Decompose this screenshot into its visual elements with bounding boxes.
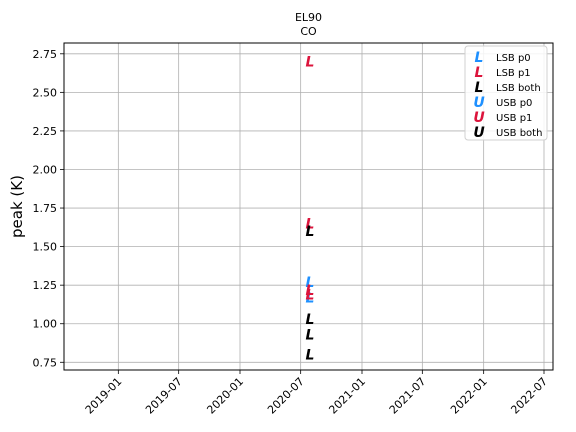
marker-lsb-p1: L <box>306 216 315 232</box>
legend-label: LSB p1 <box>496 68 531 79</box>
x-tick-label: 2021-07 <box>387 375 429 417</box>
y-tick-label: 1.75 <box>33 202 58 215</box>
legend-label: USB p1 <box>496 113 532 124</box>
legend-marker: L <box>475 50 484 66</box>
legend-label: USB p0 <box>496 98 532 109</box>
legend-marker: L <box>475 65 484 81</box>
marker-lsb-p1: L <box>306 287 315 303</box>
legend-marker: U <box>473 110 485 126</box>
marker-lsb-p1: L <box>306 283 315 299</box>
chart-subtitle: CO <box>300 25 317 38</box>
y-tick-label: 2.00 <box>33 163 58 176</box>
marker-lsb-both: L <box>306 224 315 240</box>
y-tick-label: 1.25 <box>33 279 58 292</box>
y-tick-label: 2.25 <box>33 125 58 138</box>
marker-lsb-p1: L <box>306 55 315 71</box>
legend-label: USB both <box>496 128 542 139</box>
x-tick-label: 2019-07 <box>143 375 185 417</box>
x-tick-label: 2021-01 <box>326 375 368 417</box>
legend-marker: U <box>473 95 485 111</box>
y-tick-label: 2.75 <box>33 48 58 61</box>
x-tick-label: 2020-07 <box>265 375 307 417</box>
marker-lsb-both: L <box>306 312 315 328</box>
y-tick-label: 1.00 <box>33 318 58 331</box>
legend-marker: U <box>473 125 485 141</box>
marker-lsb-p0: L <box>306 275 315 291</box>
x-tick-label: 2022-01 <box>448 375 490 417</box>
marker-lsb-p0: L <box>306 291 315 307</box>
x-tick-label: 2022-07 <box>508 375 550 417</box>
y-tick-label: 1.50 <box>33 241 58 254</box>
legend: L LSB p0 L LSB p1 L LSB both U USB p0 U USB p1 U US… <box>464 45 548 141</box>
grid <box>64 43 553 370</box>
legend-label: LSB both <box>496 83 541 94</box>
y-tick-label: 2.50 <box>33 86 58 99</box>
y-tick-label: 0.75 <box>33 356 58 369</box>
y-axis-label: peak (K) <box>8 175 26 238</box>
chart-title: EL90 <box>295 11 322 24</box>
legend-label: LSB p0 <box>496 53 531 64</box>
marker-lsb-both: L <box>306 348 315 364</box>
marker-lsb-both: L <box>306 328 315 344</box>
x-tick-label: 2019-01 <box>83 375 125 417</box>
legend-marker: L <box>475 80 484 96</box>
x-tick-label: 2020-01 <box>204 375 246 417</box>
legend-box <box>464 45 548 141</box>
plot-frame <box>63 42 554 371</box>
